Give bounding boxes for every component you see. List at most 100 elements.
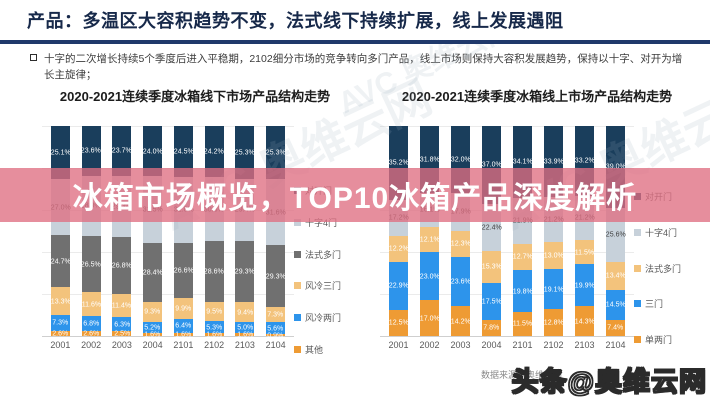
bar-segment-label: 19.1% (543, 284, 564, 293)
data-source-note: 数据来源：奥维云网 (481, 370, 563, 380)
bar-segment: 25.1% (50, 126, 70, 179)
bar-segment-label: 6.4% (175, 321, 192, 330)
bar-segment-label: 33.2% (574, 156, 595, 165)
bullet-square-icon (30, 54, 37, 61)
bar-segment: 23.6% (450, 256, 471, 307)
stacked-bar: 24.2%30.8%28.6%9.5%5.3%1.6% (204, 126, 224, 338)
bar-segment-label: 13.3% (50, 296, 71, 305)
summary-text: 十字的二次增长持续5个季度后进入平稳期，2102细分市场的竞争转向多门产品，线上… (44, 53, 683, 82)
stacked-bar: 32.0%17.9%12.3%23.6%14.2% (451, 126, 470, 336)
x-axis-line (380, 336, 634, 337)
bar-slot: 24.0%31.5%28.4%9.3%5.2%1.6%2004 (137, 126, 168, 350)
legend-swatch-icon (294, 282, 301, 290)
bar-slot: 34.1%21.9%12.7%19.8%11.5%2101 (507, 126, 538, 350)
x-axis-label: 2103 (234, 340, 255, 350)
bar-segment-label: 28.4% (142, 268, 163, 276)
bar-segment: 26.8% (112, 237, 132, 294)
toutiao-watermark: 头条@奥维云网 (511, 366, 707, 397)
bar-segment: 19.8% (513, 270, 532, 312)
stacked-bar: 39.0% 25.6% 13.4% 14.5% 7.4% (606, 126, 625, 336)
bar-segment-label: 34.1% (512, 157, 533, 166)
bar-segment: 7.3% (50, 315, 70, 331)
bar-segment: 14.2% (451, 306, 470, 336)
legend-item: 法式多门 (294, 248, 360, 261)
stacked-bar: 37.0% 22.4% 15.3% 17.5% 7.8% (482, 126, 501, 336)
x-axis-label: 2101 (512, 340, 533, 350)
bar-segment-label: 23.6% (450, 277, 471, 285)
legend-swatch-icon (634, 264, 641, 272)
bar-segment-label: 7.4% (607, 323, 624, 332)
gridline (42, 252, 294, 253)
overlay-banner-text: 冰箱市场概览，TOP10冰箱产品深度解析 (72, 182, 638, 215)
stacked-bar: 25.1%27.0%24.7%13.3%7.3%2.6% (50, 126, 71, 336)
legend-item: 三门 (634, 297, 706, 310)
stacked-bar: 24.5%31.0%26.6%9.9%6.4%1.6% (173, 126, 194, 337)
bar-segment: 26.5% (81, 236, 101, 292)
bar-segment-label: 9.4% (236, 307, 253, 316)
bar-segment-label: 14.2% (450, 316, 471, 325)
bar-segment-label: 9.9% (175, 304, 192, 313)
bar-segment: 9.9% (173, 298, 193, 320)
bar-segment-label: 33.9% (543, 157, 564, 166)
bar-segment-label: 9.5% (206, 307, 223, 316)
legend-swatch-icon (294, 218, 301, 226)
page-title: 产品：多温区大容积趋势不变，法式线下持续扩展，线上发展遇阻 (27, 11, 564, 31)
bar-slot: 24.5%31.0%26.6%9.9%6.4%1.6%2101 (168, 126, 199, 350)
bar-segment: 24.2% (204, 126, 224, 177)
bar-slot: 23.6%28.9%26.5%11.6%6.8%2.6%2002 (76, 126, 107, 350)
x-axis-label: 2003 (111, 340, 132, 350)
bar-segment: 12.7% (513, 243, 532, 271)
stacked-bar: 25.3%31.6%29.3%7.3%5.6%0.9% (266, 126, 286, 338)
bar-segment-label: 32.0% (450, 155, 471, 164)
stacked-bar: 31.8%16.1%12.1%23.0%17.0% (420, 126, 439, 336)
bar-segment: 24.5% (173, 126, 194, 178)
bar-segment-label: 11.5% (512, 319, 533, 328)
bar-segment: 19.1% (543, 269, 564, 310)
bar-segment-label: 5.2% (144, 322, 161, 331)
bar-segment-label: 25.3% (234, 148, 255, 157)
bar-segment-label: 2.6% (83, 328, 100, 337)
legend-swatch-icon (634, 228, 641, 236)
bar-segment-label: 24.7% (50, 257, 71, 265)
bar-segment: 9.3% (143, 302, 163, 322)
bar-slot: 32.0%17.9%12.3%23.6%14.2%2003 (445, 126, 476, 350)
bar-segment-label: 13.4% (605, 271, 626, 280)
bar-segment: 14.3% (575, 306, 594, 336)
legend-label: 三门 (645, 299, 664, 310)
bar-segment-label: 7.3% (52, 318, 69, 327)
x-axis-label: 2001 (50, 340, 71, 350)
online-market-chart: 2020-2021连续季度冰箱线上市场产品结构走势 35.2%17.2%12.2… (368, 86, 706, 376)
legend-item: 十字4门 (634, 226, 706, 239)
bar-segment-label: 12.2% (388, 244, 409, 253)
bar-segment-label: 5.3% (206, 322, 223, 331)
bar-segment: 5.0% (235, 322, 255, 333)
x-axis-label: 2002 (81, 340, 102, 350)
bar-segment: 12.2% (389, 236, 408, 262)
bar-segment-label: 1.6% (206, 329, 223, 338)
legend-label: 其他 (305, 344, 324, 355)
gridline (380, 126, 634, 127)
bar-segment: 29.3% (266, 245, 286, 307)
header-divider (0, 40, 710, 44)
bar-segment: 1.6% (204, 329, 224, 338)
x-axis-label: 2001 (388, 340, 409, 350)
bar-segment-label: 15.3% (481, 262, 502, 271)
bar-segment-label: 1.6% (236, 330, 253, 338)
bar-slot: 23.7%29.3%26.8%11.4%6.3%2.5%2003 (107, 126, 138, 350)
bar-segment-label: 12.1% (419, 234, 440, 243)
bar-segment: 11.5% (575, 240, 594, 265)
legend-swatch-icon (294, 345, 301, 353)
bar-segment: 9.5% (204, 301, 224, 322)
bar-segment: 29.3% (235, 240, 255, 303)
x-axis-label: 2104 (605, 340, 626, 350)
bar-segment-label: 24.5% (173, 147, 194, 156)
bar-segment: 11.5% (512, 311, 533, 336)
x-axis-label: 2102 (204, 340, 225, 350)
bar-segment-label: 12.3% (450, 239, 471, 248)
bar-segment-label: 19.9% (574, 280, 595, 289)
bar-segment: 11.4% (112, 293, 132, 318)
bar-segment: 25.3% (266, 126, 286, 180)
bar-segment-label: 39.0% (605, 162, 626, 171)
bar-segment: 12.3% (450, 230, 471, 257)
x-axis-label: 2002 (419, 340, 440, 350)
